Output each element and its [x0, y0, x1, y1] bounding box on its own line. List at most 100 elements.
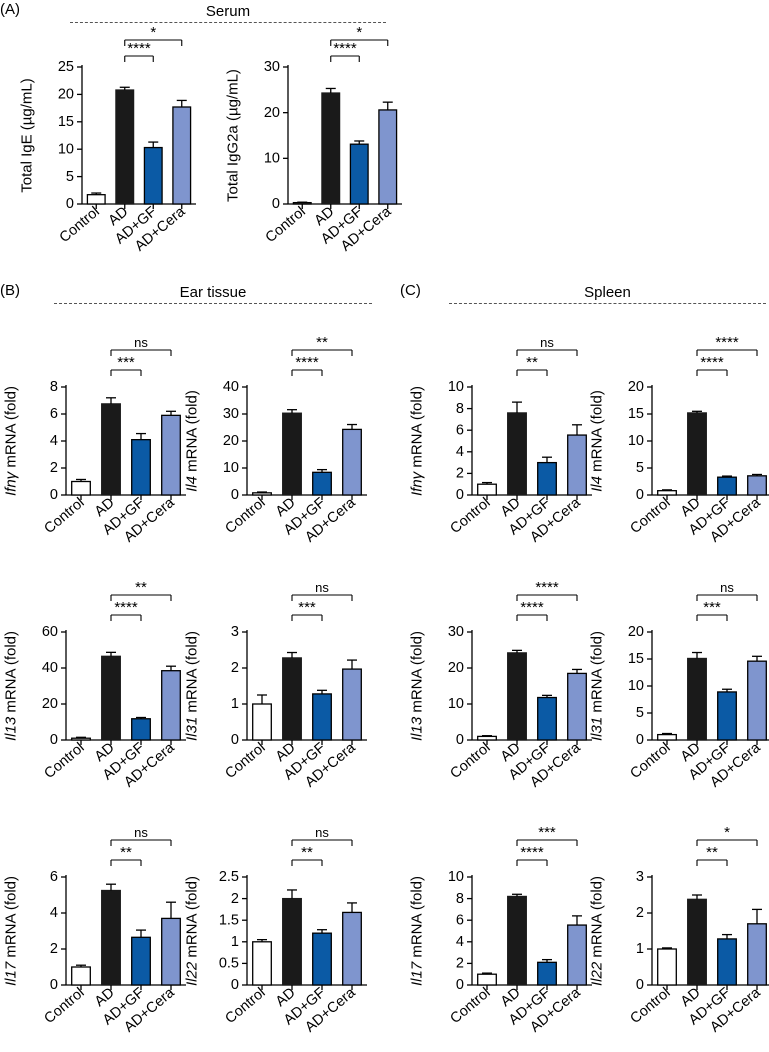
svg-text:30: 30 [448, 624, 464, 640]
svg-text:Il4 mRNA (fold): Il4 mRNA (fold) [184, 390, 201, 492]
svg-text:****: **** [333, 40, 357, 57]
svg-text:Control: Control [627, 740, 673, 782]
svg-text:0.5: 0.5 [219, 956, 239, 972]
svg-text:Control: Control [41, 495, 87, 537]
svg-text:10: 10 [628, 678, 644, 694]
svg-text:20: 20 [628, 379, 644, 395]
svg-text:5: 5 [636, 705, 644, 721]
svg-text:ns: ns [315, 580, 329, 595]
svg-text:10: 10 [628, 433, 644, 449]
svg-text:Ifnγ mRNA (fold): Ifnγ mRNA (fold) [3, 386, 20, 496]
svg-text:Il13 mRNA (fold): Il13 mRNA (fold) [3, 631, 20, 741]
svg-text:2: 2 [50, 460, 58, 476]
svg-text:Control: Control [222, 495, 268, 537]
svg-text:4: 4 [456, 934, 464, 950]
svg-text:6: 6 [50, 869, 58, 885]
svg-text:Il17 mRNA (fold): Il17 mRNA (fold) [409, 876, 426, 986]
svg-text:****: **** [700, 354, 724, 371]
svg-text:4: 4 [50, 905, 58, 921]
svg-text:1.5: 1.5 [219, 912, 239, 928]
svg-text:20: 20 [448, 660, 464, 676]
svg-text:****: **** [715, 334, 739, 351]
svg-text:20: 20 [264, 105, 280, 121]
svg-text:0: 0 [231, 487, 239, 503]
svg-text:6: 6 [456, 912, 464, 928]
svg-text:15: 15 [628, 406, 644, 422]
svg-text:****: **** [520, 844, 544, 861]
svg-text:0: 0 [636, 487, 644, 503]
svg-text:2: 2 [636, 905, 644, 921]
svg-text:1: 1 [231, 696, 239, 712]
svg-text:Il13 mRNA (fold): Il13 mRNA (fold) [409, 631, 426, 741]
svg-text:Control: Control [222, 740, 268, 782]
svg-text:20: 20 [42, 696, 58, 712]
svg-text:Ifnγ mRNA (fold): Ifnγ mRNA (fold) [409, 386, 426, 496]
svg-text:Control: Control [447, 985, 493, 1027]
svg-text:15: 15 [628, 651, 644, 667]
svg-text:20: 20 [223, 433, 239, 449]
svg-text:0: 0 [636, 977, 644, 993]
svg-text:2: 2 [231, 660, 239, 676]
svg-text:0: 0 [636, 732, 644, 748]
svg-text:8: 8 [456, 891, 464, 907]
svg-text:40: 40 [42, 660, 58, 676]
svg-text:Il22 mRNA (fold): Il22 mRNA (fold) [589, 876, 606, 986]
svg-text:Il31 mRNA (fold): Il31 mRNA (fold) [184, 631, 201, 741]
svg-text:25: 25 [58, 59, 74, 75]
svg-text:5: 5 [636, 460, 644, 476]
svg-text:60: 60 [42, 624, 58, 640]
svg-text:Control: Control [627, 985, 673, 1027]
svg-text:ns: ns [134, 825, 148, 840]
svg-text:20: 20 [58, 87, 74, 103]
svg-text:2.5: 2.5 [219, 869, 239, 885]
svg-text:**: ** [120, 844, 132, 861]
svg-text:Il31 mRNA (fold): Il31 mRNA (fold) [589, 631, 606, 741]
svg-text:0: 0 [66, 196, 74, 212]
svg-text:2: 2 [456, 466, 464, 482]
svg-text:Il4 mRNA (fold): Il4 mRNA (fold) [589, 390, 606, 492]
svg-text:40: 40 [223, 379, 239, 395]
svg-text:20: 20 [628, 624, 644, 640]
svg-text:***: *** [538, 824, 556, 841]
svg-text:4: 4 [50, 433, 58, 449]
svg-text:6: 6 [456, 422, 464, 438]
svg-text:***: *** [117, 354, 135, 371]
svg-text:*: * [150, 24, 156, 41]
svg-text:4: 4 [456, 444, 464, 460]
svg-text:1: 1 [636, 941, 644, 957]
svg-text:10: 10 [58, 141, 74, 157]
svg-text:2: 2 [456, 956, 464, 972]
svg-text:1: 1 [231, 934, 239, 950]
svg-text:Control: Control [41, 985, 87, 1027]
svg-text:***: *** [298, 599, 316, 616]
svg-text:0: 0 [456, 977, 464, 993]
svg-text:3: 3 [636, 869, 644, 885]
svg-text:0: 0 [231, 977, 239, 993]
svg-text:5: 5 [66, 169, 74, 185]
svg-text:2: 2 [231, 891, 239, 907]
svg-text:15: 15 [58, 114, 74, 130]
svg-text:****: **** [535, 579, 559, 596]
svg-text:0: 0 [50, 487, 58, 503]
svg-text:0: 0 [50, 732, 58, 748]
svg-text:30: 30 [223, 406, 239, 422]
svg-text:2: 2 [50, 941, 58, 957]
svg-text:0: 0 [50, 977, 58, 993]
svg-text:Il22 mRNA (fold): Il22 mRNA (fold) [184, 876, 201, 986]
svg-text:10: 10 [448, 379, 464, 395]
svg-text:6: 6 [50, 406, 58, 422]
svg-text:**: ** [316, 334, 328, 351]
svg-text:Control: Control [41, 740, 87, 782]
svg-text:30: 30 [264, 59, 280, 75]
svg-text:Control: Control [627, 495, 673, 537]
svg-text:0: 0 [272, 196, 280, 212]
svg-text:Total IgG2a (µg/mL): Total IgG2a (µg/mL) [225, 69, 242, 202]
svg-text:Control: Control [447, 740, 493, 782]
svg-text:8: 8 [456, 401, 464, 417]
svg-text:Control: Control [263, 204, 309, 246]
svg-text:****: **** [520, 599, 544, 616]
svg-text:Il17 mRNA (fold): Il17 mRNA (fold) [3, 876, 20, 986]
svg-text:0: 0 [456, 732, 464, 748]
svg-text:ns: ns [315, 825, 329, 840]
svg-text:**: ** [526, 354, 538, 371]
